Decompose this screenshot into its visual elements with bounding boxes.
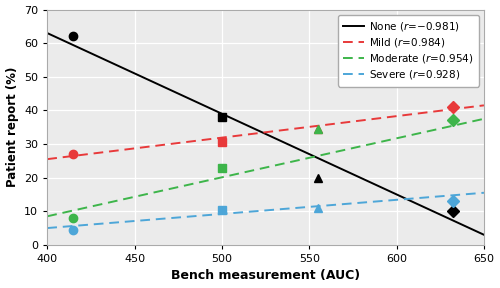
Legend: None ($r$=−0.981), Mild ($r$=0.984), Moderate ($r$=0.954), Severe ($r$=0.928): None ($r$=−0.981), Mild ($r$=0.984), Mod…	[338, 15, 478, 87]
X-axis label: Bench measurement (AUC): Bench measurement (AUC)	[171, 270, 360, 283]
Y-axis label: Patient report (%): Patient report (%)	[6, 67, 18, 187]
